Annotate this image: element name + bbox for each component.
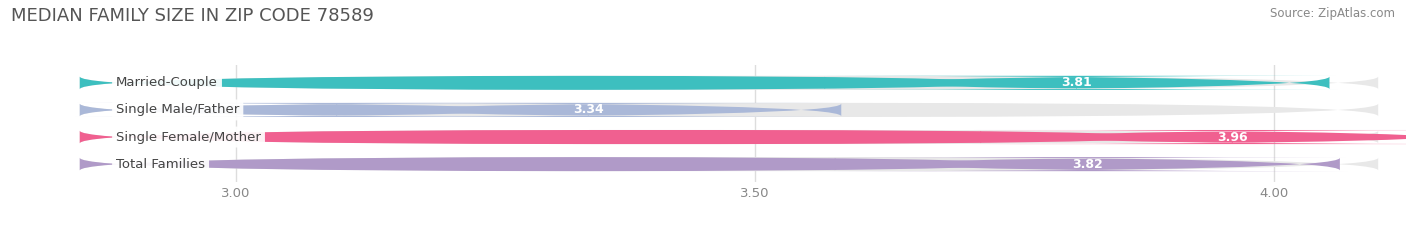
FancyBboxPatch shape (972, 130, 1406, 144)
FancyBboxPatch shape (80, 157, 1087, 171)
FancyBboxPatch shape (80, 130, 1233, 144)
FancyBboxPatch shape (817, 76, 1337, 90)
Text: Married-Couple: Married-Couple (117, 76, 218, 89)
Text: 3.81: 3.81 (1062, 76, 1092, 89)
Text: Source: ZipAtlas.com: Source: ZipAtlas.com (1270, 7, 1395, 20)
Text: Single Male/Father: Single Male/Father (117, 103, 239, 116)
FancyBboxPatch shape (80, 76, 1077, 90)
FancyBboxPatch shape (80, 76, 1378, 90)
Text: MEDIAN FAMILY SIZE IN ZIP CODE 78589: MEDIAN FAMILY SIZE IN ZIP CODE 78589 (11, 7, 374, 25)
FancyBboxPatch shape (827, 157, 1348, 171)
Text: Single Female/Mother: Single Female/Mother (117, 130, 262, 144)
Text: 3.34: 3.34 (574, 103, 605, 116)
Text: Total Families: Total Families (117, 158, 205, 171)
Text: 3.96: 3.96 (1218, 130, 1249, 144)
Text: 3.82: 3.82 (1071, 158, 1102, 171)
FancyBboxPatch shape (328, 103, 849, 117)
FancyBboxPatch shape (80, 130, 1378, 144)
FancyBboxPatch shape (80, 157, 1378, 171)
FancyBboxPatch shape (76, 103, 593, 117)
FancyBboxPatch shape (80, 103, 1378, 117)
